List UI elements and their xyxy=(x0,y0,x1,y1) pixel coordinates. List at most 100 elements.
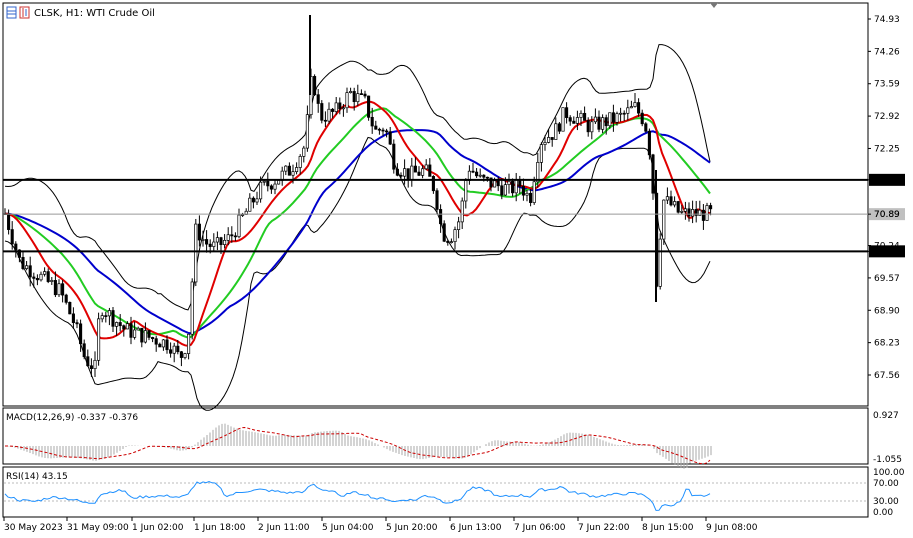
candle-body xyxy=(46,271,50,282)
candle-body xyxy=(683,208,687,212)
candle-body xyxy=(489,177,493,188)
candle-body xyxy=(259,181,263,200)
candle-body xyxy=(493,180,497,188)
candle-icon[interactable] xyxy=(19,6,30,19)
candle-body xyxy=(89,365,93,369)
candle-body xyxy=(53,280,57,296)
candle-body xyxy=(320,103,324,121)
candle-body xyxy=(25,265,29,269)
horizontal-levels[interactable]: 71.60 70.12 70.89 xyxy=(3,173,905,258)
time-tick-label: 30 May 2023 xyxy=(4,523,63,533)
candle-body xyxy=(637,102,641,114)
candle-body xyxy=(597,116,601,130)
candle-body xyxy=(615,113,619,123)
main-plot xyxy=(3,15,713,411)
candle-body xyxy=(457,221,461,230)
candle-body xyxy=(140,327,144,343)
candle-body xyxy=(201,239,205,241)
candle-body xyxy=(586,120,590,133)
candle-body xyxy=(327,108,331,122)
level-tag xyxy=(869,173,905,186)
grid-icon[interactable] xyxy=(6,6,17,19)
candle-body xyxy=(640,112,644,125)
candle-body xyxy=(28,265,32,278)
candle-body xyxy=(554,123,558,140)
time-tick-label: 7 Jun 22:00 xyxy=(578,523,630,533)
candle-body xyxy=(219,237,223,245)
candle-body xyxy=(658,238,662,287)
candle-body xyxy=(50,280,54,282)
candle-body xyxy=(338,102,342,110)
candle-body xyxy=(381,129,385,132)
scroll-marker-icon[interactable] xyxy=(710,3,718,8)
candle-body xyxy=(7,213,11,230)
candle-body xyxy=(698,209,702,216)
candle-body xyxy=(367,95,371,118)
candle-body xyxy=(687,208,691,217)
candle-body xyxy=(453,229,457,243)
candle-body xyxy=(363,93,367,97)
candle-body xyxy=(385,130,389,133)
candle-body xyxy=(197,223,201,241)
time-tick-label: 8 Jun 15:00 xyxy=(642,523,694,533)
candle-body xyxy=(64,294,68,303)
candle-body xyxy=(536,162,540,183)
candle-body xyxy=(118,322,122,327)
candle-body xyxy=(262,180,266,183)
candle-body xyxy=(565,107,569,118)
candle-body xyxy=(403,168,407,177)
candle-body xyxy=(521,185,525,196)
candle-body xyxy=(287,165,291,176)
candle-body xyxy=(511,180,515,194)
ma-red-line xyxy=(4,100,711,347)
candle-body xyxy=(377,128,381,131)
candle-body xyxy=(295,167,299,173)
candle-body xyxy=(399,174,403,177)
candle-body xyxy=(194,223,198,283)
candle-body xyxy=(251,197,255,203)
candle-body xyxy=(21,257,25,269)
candle-body xyxy=(496,180,500,187)
candle-body xyxy=(374,125,378,130)
candle-body xyxy=(424,164,428,170)
candle-body xyxy=(579,112,583,118)
candle-body xyxy=(392,143,396,170)
candle-body xyxy=(590,121,594,133)
price-tick-label: 71.60 xyxy=(874,176,900,186)
candle-body xyxy=(147,330,151,338)
rsi-tick-0: 0.00 xyxy=(873,508,893,518)
candle-body xyxy=(212,241,216,247)
candle-body xyxy=(673,201,677,206)
candle-body xyxy=(543,142,547,145)
candle-body xyxy=(460,200,464,223)
candle-body xyxy=(143,330,147,343)
candle-body xyxy=(17,249,21,258)
candle-body xyxy=(93,359,97,369)
candle-body xyxy=(68,301,72,315)
ma-green-line xyxy=(4,107,711,339)
candle-body xyxy=(158,343,162,348)
candle-body xyxy=(709,205,713,210)
candle-body xyxy=(449,241,453,244)
candle-body xyxy=(431,176,435,192)
candle-body xyxy=(417,171,421,176)
candle-body xyxy=(190,281,194,335)
macd-title: MACD(12,26,9) -0.337 -0.376 xyxy=(6,413,138,423)
current-price-tag xyxy=(869,208,905,221)
candle-body xyxy=(446,240,450,243)
candle-body xyxy=(183,353,187,358)
candle-body xyxy=(345,92,349,109)
candle-body xyxy=(410,165,414,180)
candle-body xyxy=(507,180,511,185)
rsi-title: RSI(14) 43.15 xyxy=(6,472,68,482)
candle-body xyxy=(662,199,666,240)
candle-body xyxy=(356,93,360,103)
price-tick-label: 74.26 xyxy=(874,47,900,57)
rsi-tick-70: 70.00 xyxy=(873,479,899,489)
candle-body xyxy=(435,190,439,210)
candle-body xyxy=(331,108,335,112)
candle-body xyxy=(525,192,529,196)
candle-body xyxy=(669,196,673,206)
candle-body xyxy=(233,235,237,238)
